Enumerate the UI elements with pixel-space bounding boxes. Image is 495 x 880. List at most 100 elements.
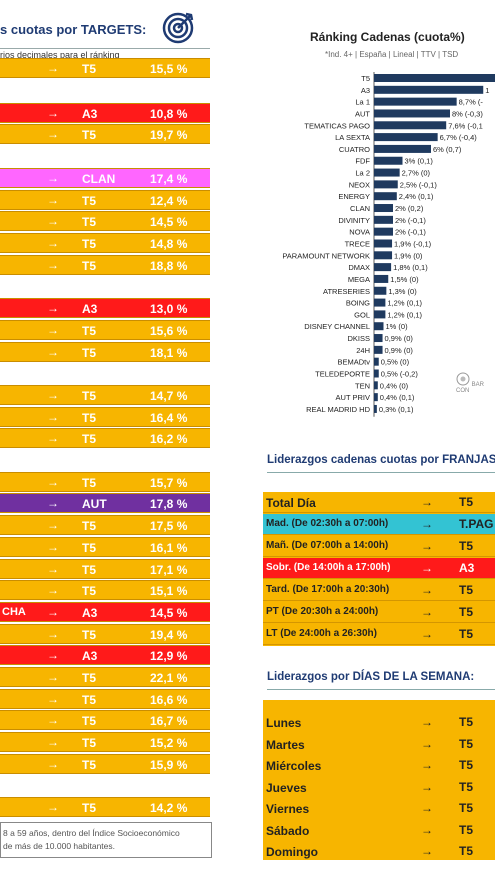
logo-icon [456,372,470,386]
target-row-value: 10,8 % [150,107,188,121]
data-label: 0,4% (0,1) [380,393,415,402]
target-row: → T5 19,4 % [0,624,210,644]
franja-row: Total Día → T5 [263,492,495,513]
arrow-icon: → [47,258,59,272]
category-label: CUATRO [339,145,370,154]
dia-row: Miércoles → T5 [263,755,495,776]
target-row: → T5 15,5 % [0,58,210,78]
category-label: DKISS [347,334,370,343]
category-label: BOING [346,299,370,308]
bar [374,274,389,283]
target-row: → T5 12,4 % [0,190,210,210]
franja-channel: T5 [459,539,474,553]
target-row-channel: T5 [82,194,97,208]
target-row-value: 16,1 % [150,541,188,555]
franja-channel: T5 [459,495,474,509]
dia-channel: T5 [459,801,474,815]
arrow-icon: → [47,61,59,75]
chart-title: Ránking Cadenas (cuota%) [310,30,465,44]
dia-channel: T5 [459,758,474,772]
data-label: 1,5% (0) [390,275,419,284]
franja-label: PT (De 20:30h a 24:00h) [266,606,379,617]
target-row-channel: T5 [82,693,97,707]
bar [374,345,383,354]
arrow-icon: → [47,388,59,402]
dia-label: Viernes [266,802,310,816]
dia-row: Lunes → T5 [263,712,495,733]
arrow-icon: → [421,561,433,575]
target-row-value: 15,7 % [150,476,188,490]
data-label: 2% (-0,1) [395,228,426,237]
target-row-value: 14,5 % [150,215,188,229]
bar [374,121,447,130]
bar [374,215,393,224]
data-label: 2,7% (0) [402,169,431,178]
category-label: BEMADtv [337,358,370,367]
arrow-icon: → [421,627,433,641]
arrow-icon: → [421,758,433,772]
target-row: → T5 16,1 % [0,537,210,557]
dia-row: Viernes → T5 [263,798,495,819]
target-row-value: 14,2 % [150,801,188,815]
franja-channel: A3 [459,561,475,575]
bar [374,144,431,153]
bar [374,369,379,378]
dia-channel: T5 [459,736,474,751]
target-row-channel: T5 [82,563,97,577]
target-row: → T5 15,2 % [0,732,210,752]
target-row: → T5 15,1 % [0,580,210,600]
target-row: → T5 16,6 % [0,689,210,709]
target-row-value: 16,2 % [150,432,188,446]
target-row: → T5 19,7 % [0,124,210,144]
target-row-value: 17,4 % [150,172,188,186]
target-row-value: 18,1 % [150,346,188,360]
dia-row: Sábado → T5 [263,820,495,841]
data-label: 6,7% (-0,4) [440,133,478,142]
category-label: TEN [355,381,370,390]
target-row-value: 16,4 % [150,411,188,425]
dia-channel: T5 [459,844,474,858]
target-row-channel: T5 [82,215,97,229]
target-row-channel: T5 [82,736,97,750]
arrow-icon: → [47,345,59,359]
franja-row: Sobr. (De 14:00h a 17:00h) → A3 [263,558,495,579]
dias-table: Lunes → T5 Martes → T5 Miércoles → T5 Jueves → T5 Vi… [263,700,495,860]
data-label: 1,8% (0,1) [393,263,428,272]
franja-channel: T.PAG [459,517,494,531]
data-label: 1,3% (0) [388,287,417,296]
target-row: → T5 15,6 % [0,320,210,340]
arrow-icon: → [47,540,59,554]
dia-row: Jueves → T5 [263,777,495,798]
category-label: GOL [354,310,370,319]
data-label: 0,4% (0) [380,381,409,390]
target-row: → T5 18,8 % [0,255,210,275]
bar [374,263,392,272]
target-row: → AUT 17,8 % [0,493,210,513]
target-row-value: 12,9 % [150,649,188,663]
target-row: → T5 14,2 % [0,797,210,817]
target-row-channel: T5 [82,389,97,403]
data-label: 8% (-0,3) [452,109,483,118]
franja-row: Mad. (De 02:30h a 07:00h) → T.PAG [263,514,495,535]
target-row-channel: A3 [82,107,98,121]
franja-label: Total Día [266,496,316,510]
target-row-channel: T5 [82,541,97,555]
dias-title: Liderazgos por DÍAS DE LA SEMANA: [267,671,475,683]
target-row: → T5 22,1 % [0,667,210,687]
bar [374,109,450,118]
category-label: DIVINITY [338,216,370,225]
category-label: DISNEY CHANNEL [304,322,370,331]
target-row-channel: T5 [82,324,97,338]
arrow-icon: → [47,670,59,684]
category-label: FDF [355,157,370,166]
arrow-icon: → [47,583,59,597]
target-row-value: 15,5 % [150,62,188,76]
target-row-channel: T5 [82,628,97,642]
target-row-label: CHA [2,606,26,618]
target-row-channel: T5 [82,432,97,446]
target-row-channel: T5 [82,801,97,815]
bar [374,180,398,189]
data-label: 7,6% (-0,1 [448,121,483,130]
bar [374,404,377,413]
arrow-icon: → [47,127,59,141]
